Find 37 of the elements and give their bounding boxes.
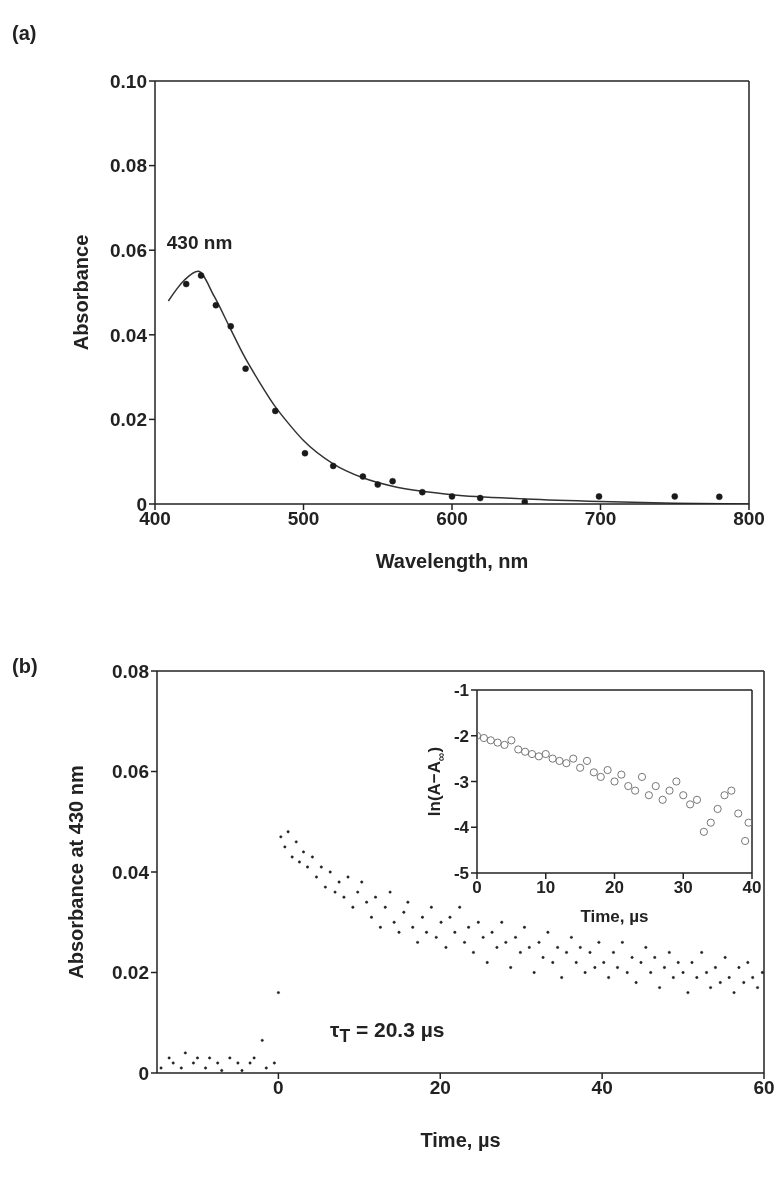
y-tick-label: -4 (453, 818, 470, 838)
y-tick-label: -2 (453, 726, 469, 746)
x-tick-label: 30 (673, 878, 693, 898)
x-tick-label: 40 (742, 878, 762, 898)
x-tick-label: 600 (436, 508, 468, 530)
y-tick-label: 0.10 (110, 70, 147, 92)
x-tick-label: 0 (273, 1077, 284, 1099)
y-tick-label: -3 (453, 772, 469, 792)
chart-title: (b) (12, 655, 38, 678)
y-tick-label: 0.08 (112, 660, 149, 682)
x-tick-label: 0 (472, 878, 482, 898)
y-axis-title: Absorbance (70, 234, 92, 351)
x-tick-label: 800 (733, 508, 765, 530)
x-tick-label: 20 (605, 878, 624, 898)
annotation: 430 nm (166, 232, 233, 254)
x-tick-label: 700 (584, 508, 617, 530)
y-tick-label: 0.04 (110, 324, 148, 346)
y-tick-label: 0.06 (110, 239, 147, 261)
x-tick-label: 60 (753, 1077, 775, 1099)
y-tick-label: 0.04 (112, 861, 150, 883)
chart-title: (a) (12, 22, 37, 45)
x-axis-title: Wavelength, nm (375, 550, 529, 572)
y-axis-title: Absorbance at 430 nm (65, 765, 87, 979)
x-tick-label: 40 (591, 1077, 613, 1099)
y-tick-label: -1 (453, 681, 469, 701)
annotation: τ$_{T}$ = 20.3 µs (330, 1018, 445, 1048)
y-tick-label: 0.02 (110, 409, 147, 431)
y-tick-label: 0.02 (112, 962, 149, 984)
y-tick-label: 0 (138, 1062, 149, 1084)
y-tick-label: -5 (453, 864, 469, 884)
x-axis-title: Time, µs (580, 907, 649, 926)
x-axis-title: Time, µs (420, 1129, 501, 1151)
x-tick-label: 20 (429, 1077, 451, 1099)
x-tick-label: 500 (287, 508, 320, 530)
x-tick-label: 10 (536, 878, 556, 898)
y-tick-label: 0.06 (112, 761, 149, 783)
y-tick-label: 0.08 (110, 155, 147, 177)
